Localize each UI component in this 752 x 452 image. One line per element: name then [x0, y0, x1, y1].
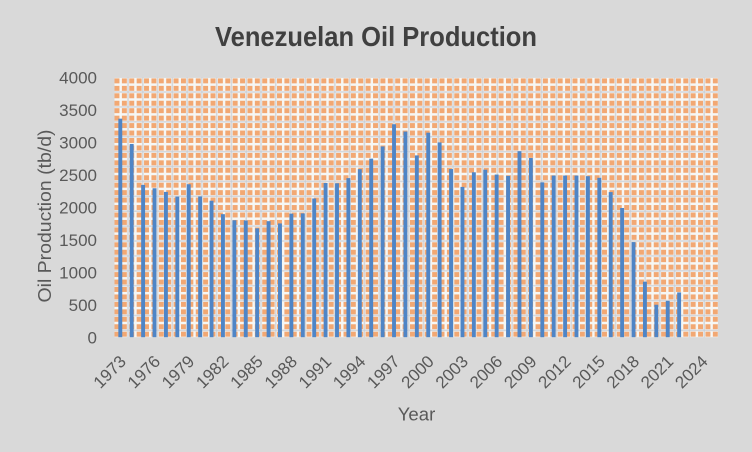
svg-text:Venezuelan Oil Production: Venezuelan Oil Production: [215, 21, 537, 52]
svg-text:2500: 2500: [59, 166, 97, 185]
svg-text:Oil Production (tb/d): Oil Production (tb/d): [35, 130, 55, 303]
svg-text:0: 0: [88, 328, 97, 347]
svg-text:1000: 1000: [59, 263, 97, 282]
svg-text:500: 500: [69, 296, 97, 315]
svg-text:3000: 3000: [59, 134, 97, 153]
svg-text:4000: 4000: [59, 69, 97, 88]
svg-text:3500: 3500: [59, 101, 97, 120]
svg-text:1500: 1500: [59, 231, 97, 250]
svg-text:Year: Year: [398, 404, 436, 424]
svg-text:2000: 2000: [59, 198, 97, 217]
